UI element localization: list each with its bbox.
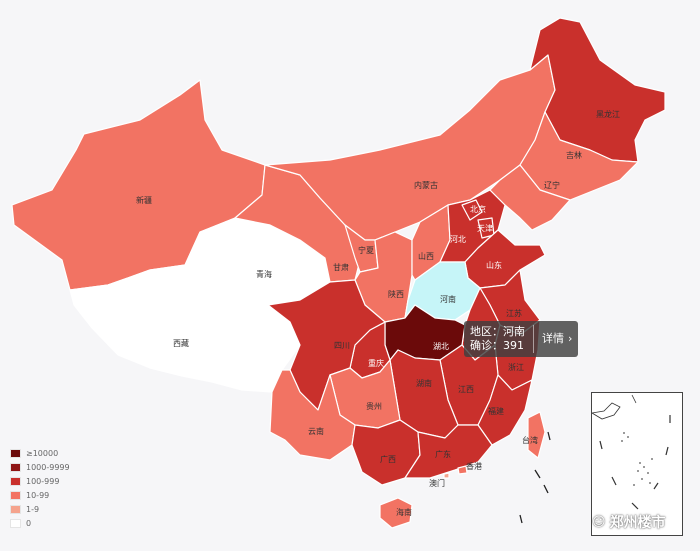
province-labels: 新疆 西藏 青海 甘肃 内蒙古 宁夏 陕西 山西 河北 北京 天津 黑龙江 吉林… (136, 109, 620, 517)
label-hainan: 海南 (396, 507, 412, 517)
label-guangdong: 广东 (435, 449, 451, 459)
province-taiwan[interactable] (527, 411, 546, 459)
label-xinjiang: 新疆 (136, 195, 152, 205)
label-jiangxi: 江西 (458, 385, 474, 394)
label-liaoning: 辽宁 (544, 180, 560, 190)
label-guizhou: 贵州 (366, 401, 382, 411)
detail-label: 详情 (542, 332, 564, 345)
label-guangxi: 广西 (380, 454, 396, 464)
label-jiangsu: 江苏 (506, 308, 522, 318)
legend-swatch (10, 448, 21, 458)
label-chongqing: 重庆 (368, 358, 384, 368)
legend-item[interactable]: 1-9 (10, 502, 70, 516)
label-qinghai: 青海 (256, 269, 272, 279)
region-tooltip: 地区：河南 确诊：391 详情 › (464, 321, 579, 357)
province-guangdong[interactable] (404, 424, 493, 479)
province-macau[interactable] (443, 472, 450, 479)
label-fujian: 福建 (488, 406, 504, 416)
label-hubei: 湖北 (433, 342, 449, 351)
province-henan[interactable] (404, 261, 481, 321)
province-beijing[interactable] (461, 199, 483, 221)
legend-swatch (10, 504, 21, 514)
province-hainan[interactable] (379, 497, 413, 529)
label-heilongjiang: 黑龙江 (596, 109, 620, 119)
province-heilongjiang[interactable] (529, 17, 666, 163)
label-hunan: 湖南 (416, 378, 432, 388)
tooltip-info: 地区：河南 确诊：391 (470, 325, 534, 353)
legend: ≥10000 1000-9999 100-999 10-99 1-9 0 (10, 446, 70, 530)
legend-item[interactable]: 0 (10, 516, 70, 530)
label-henan: 河南 (440, 294, 456, 304)
legend-label: 100-999 (26, 476, 60, 486)
label-zhejiang: 浙江 (508, 362, 524, 372)
legend-label: 1000-9999 (26, 462, 70, 472)
legend-swatch (10, 490, 21, 500)
sea-boundary-dashes (519, 431, 551, 524)
label-ningxia: 宁夏 (358, 245, 374, 255)
province-sichuan[interactable] (267, 279, 386, 411)
label-shandong: 山东 (486, 260, 502, 270)
label-shanxi: 山西 (418, 251, 434, 261)
south-china-sea-inset (590, 392, 683, 536)
province-fujian[interactable] (477, 374, 533, 446)
chevron-right-icon: › (568, 332, 573, 345)
label-sichuan: 四川 (334, 341, 350, 350)
label-macau: 澳门 (429, 478, 445, 488)
label-taiwan: 台湾 (522, 435, 538, 445)
legend-label: ≥10000 (26, 448, 59, 458)
legend-item[interactable]: ≥10000 (10, 446, 70, 460)
legend-swatch (10, 462, 21, 472)
label-hebei: 河北 (450, 234, 466, 244)
legend-label: 1-9 (26, 504, 40, 514)
legend-label: 10-99 (26, 490, 50, 500)
watermark-text: 郑州楼市 (609, 515, 666, 531)
label-tianjin: 天津 (477, 223, 493, 233)
label-jilin: 吉林 (566, 150, 582, 160)
legend-swatch (10, 518, 21, 528)
legend-item[interactable]: 1000-9999 (10, 460, 70, 474)
tooltip-region: 地区：河南 (470, 325, 525, 338)
label-yunnan: 云南 (308, 426, 324, 436)
watermark: ☺ 郑州楼市 (592, 512, 666, 532)
detail-button[interactable]: 详情 › (542, 332, 572, 346)
legend-swatch (10, 476, 21, 486)
province-hongkong[interactable] (457, 465, 468, 475)
label-xizang: 西藏 (173, 338, 189, 348)
legend-label: 0 (26, 518, 32, 528)
label-shaanxi: 陕西 (388, 289, 404, 299)
tooltip-confirmed: 确诊：391 (470, 339, 524, 352)
inset-map (590, 394, 671, 510)
label-neimenggu: 内蒙古 (414, 180, 438, 190)
legend-item[interactable]: 100-999 (10, 474, 70, 488)
label-gansu: 甘肃 (333, 262, 349, 272)
label-hongkong: 香港 (466, 461, 482, 471)
province-liaoning[interactable] (489, 164, 571, 231)
label-beijing: 北京 (470, 204, 486, 214)
wechat-icon: ☺ (592, 514, 606, 530)
legend-item[interactable]: 10-99 (10, 488, 70, 502)
